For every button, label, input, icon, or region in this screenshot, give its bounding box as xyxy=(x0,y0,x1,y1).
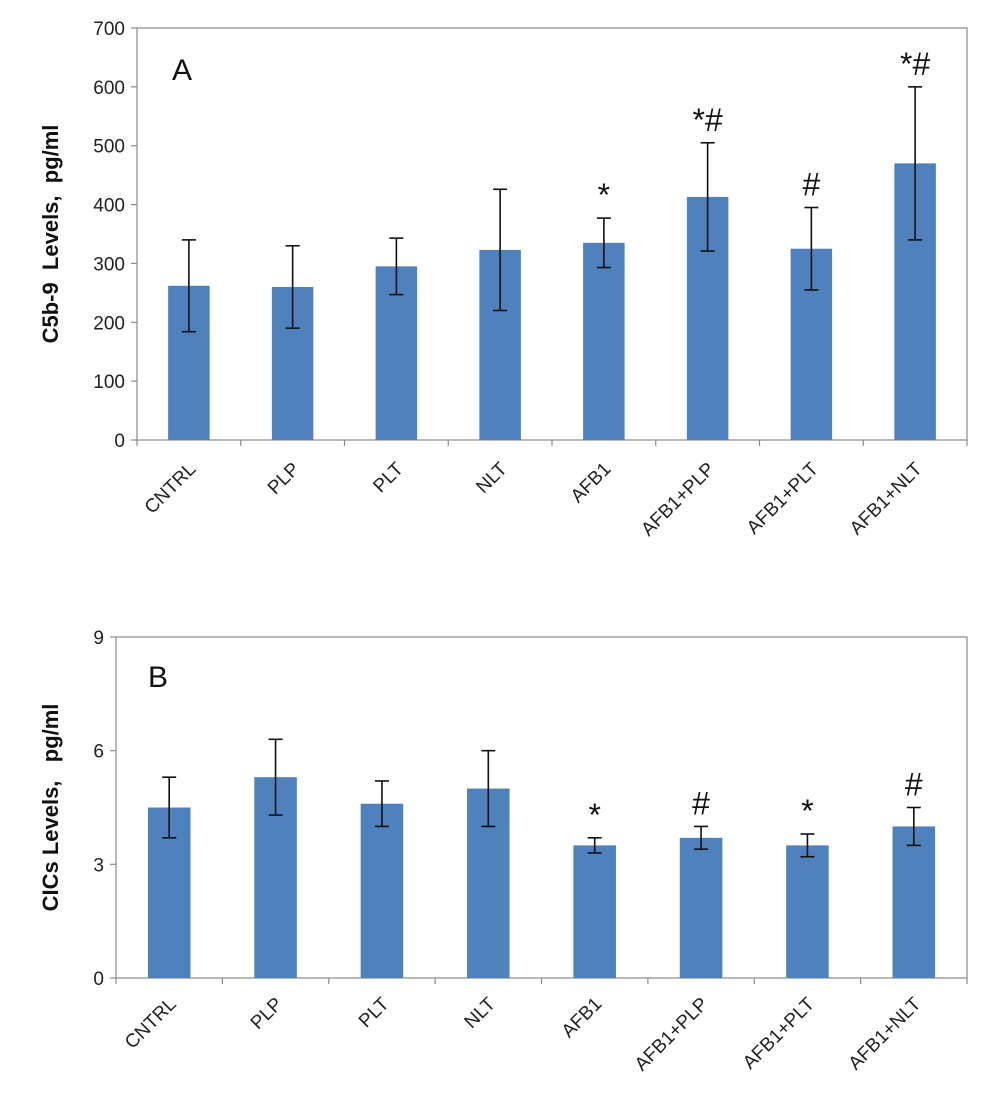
y-tick-label: 100 xyxy=(93,372,125,393)
bar xyxy=(573,845,616,978)
bar xyxy=(892,826,936,978)
x-category-label: AFB1+PLP xyxy=(637,459,719,541)
significance-marker: # xyxy=(692,785,710,821)
significance-marker: # xyxy=(905,767,923,803)
x-category-label: AFB1+NLT xyxy=(846,458,927,539)
x-category-label: PLP xyxy=(264,459,304,499)
y-tick-label: 600 xyxy=(93,78,125,99)
significance-marker: * xyxy=(588,797,600,833)
x-category-label: AFB1+NLT xyxy=(845,993,926,1074)
significance-marker: * xyxy=(801,793,813,829)
significance-marker: *# xyxy=(693,102,723,138)
significance-marker: *# xyxy=(900,46,930,82)
x-category-label: PLT xyxy=(355,993,394,1032)
y-axis-label: CICs Levels, pg/ml xyxy=(38,704,63,912)
y-tick-label: 9 xyxy=(93,628,104,649)
x-category-label: AFB1 xyxy=(567,459,615,507)
y-axis-label: C5b-9 Levels, pg/ml xyxy=(38,125,63,344)
x-category-label: AFB1+PLT xyxy=(739,993,819,1073)
x-category-label: NLT xyxy=(461,993,501,1033)
x-category-label: AFB1+PLP xyxy=(631,994,713,1076)
x-category-label: NLT xyxy=(472,458,512,498)
plot-area xyxy=(136,27,968,441)
chart-b: 0 3 6 9 CICs Levels, pg/ml B CNTRL PLP PLT NLT * AF… xyxy=(38,628,968,1076)
y-tick-label: 400 xyxy=(93,196,125,217)
x-category-label: CNTRL xyxy=(141,459,201,519)
y-tick-label: 6 xyxy=(93,742,104,763)
significance-marker: * xyxy=(598,177,610,213)
y-tick-label: 0 xyxy=(114,431,125,452)
panel-label: B xyxy=(148,661,168,694)
x-category-label: AFB1+PLT xyxy=(743,458,823,538)
x-category-label: CNTRL xyxy=(121,994,181,1054)
x-category-label: PLT xyxy=(369,458,408,497)
panel-label: A xyxy=(172,54,192,87)
bar xyxy=(583,242,625,440)
significance-marker: # xyxy=(802,167,820,203)
plot-area xyxy=(115,636,968,979)
y-tick-label: 3 xyxy=(93,855,104,876)
bar xyxy=(786,845,829,978)
x-category-label: PLP xyxy=(247,994,287,1034)
y-tick-label: 500 xyxy=(93,137,125,158)
bar xyxy=(679,837,723,978)
y-tick-label: 700 xyxy=(93,19,125,40)
x-category-label: AFB1 xyxy=(558,994,606,1042)
y-tick-label: 200 xyxy=(93,313,125,334)
y-tick-label: 0 xyxy=(93,969,104,990)
bar xyxy=(360,803,404,978)
y-tick-label: 300 xyxy=(93,254,125,275)
chart-a: 0 100 200 300 400 500 600 700 C5b-9 Levels, pg/m… xyxy=(38,19,968,541)
